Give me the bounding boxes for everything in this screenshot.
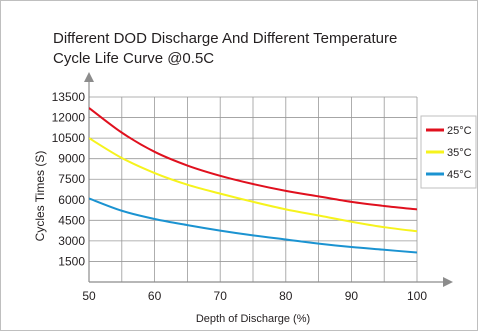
y-tick-label: 9000 [58, 152, 85, 166]
y-tick-label: 4500 [58, 213, 85, 227]
x-tick-label: 90 [345, 289, 359, 303]
y-axis-arrow [84, 72, 94, 82]
legend: 25°C 35°C 45°C [420, 115, 477, 189]
legend-label: 25°C [447, 125, 472, 137]
y-tick-label: 3000 [58, 234, 85, 248]
legend-label: 45°C [447, 169, 472, 181]
chart-subtitle: Cycle Life Curve @0.5C [53, 50, 215, 67]
axes [84, 72, 453, 287]
chart-title: Different DOD Discharge And Different Te… [53, 30, 398, 47]
x-tick-label: 60 [148, 289, 162, 303]
x-tick-label: 70 [214, 289, 228, 303]
x-axis-label: Depth of Discharge (%) [196, 313, 310, 325]
y-tick-label: 1500 [58, 254, 85, 268]
x-axis-arrow [443, 277, 453, 287]
y-tick-label: 6000 [58, 193, 85, 207]
y-tick-label: 12000 [52, 111, 86, 125]
y-tick-label: 7500 [58, 172, 85, 186]
series-line-25°C [89, 107, 417, 211]
series-lines [89, 107, 417, 254]
series-line-35°C [89, 137, 417, 233]
y-tick-label: 13500 [52, 90, 86, 104]
tick-labels: 1500 3000 4500 6000 7500 9000 10500 12000 13500 5… [52, 90, 428, 303]
x-tick-label: 100 [407, 289, 427, 303]
grid [89, 96, 418, 282]
x-tick-label: 80 [279, 289, 293, 303]
legend-label: 35°C [447, 147, 472, 159]
y-tick-label: 10500 [52, 131, 86, 145]
y-axis-label: Cycles Times (S) [33, 151, 47, 242]
series-line-45°C [89, 197, 417, 254]
x-tick-label: 50 [82, 289, 96, 303]
